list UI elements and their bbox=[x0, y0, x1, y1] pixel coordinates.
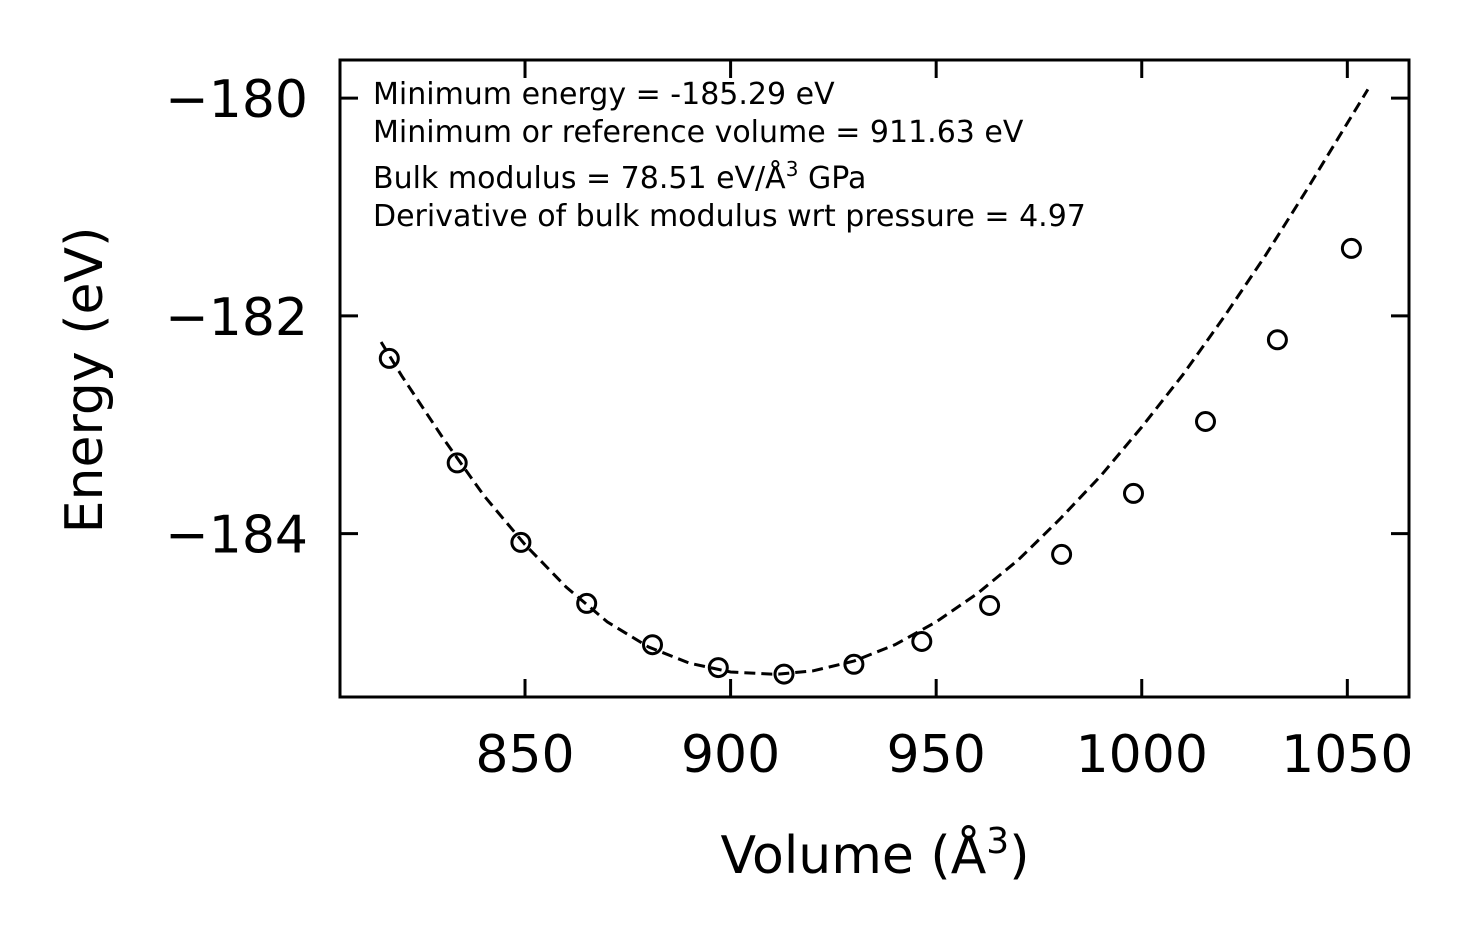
x-axis-label-superscript: 3 bbox=[986, 821, 1009, 862]
x-axis-label: Volume (Å3) bbox=[721, 821, 1030, 886]
x-tick-label: 1000 bbox=[1076, 725, 1208, 785]
data-point bbox=[773, 663, 795, 685]
annotation-min-volume: Minimum or reference volume = 911.63 eV bbox=[373, 115, 1024, 150]
y-tick-label: −184 bbox=[165, 506, 308, 566]
data-point bbox=[1266, 329, 1288, 351]
y-tick-label: −182 bbox=[165, 288, 308, 348]
data-point bbox=[911, 631, 933, 652]
data-point bbox=[1123, 482, 1144, 504]
data-point bbox=[1195, 411, 1216, 432]
annotation-derivative: Derivative of bulk modulus wrt pressure … bbox=[373, 199, 1086, 234]
y-tick-label: −180 bbox=[165, 70, 308, 130]
x-axis-label-end: ) bbox=[1009, 826, 1029, 886]
annotation-min-energy: Minimum energy = -185.29 eV bbox=[373, 77, 835, 112]
data-point bbox=[378, 347, 400, 369]
x-tick-label: 900 bbox=[681, 725, 780, 785]
data-point bbox=[979, 595, 1001, 616]
y-axis-label: Energy (eV) bbox=[55, 227, 115, 534]
fit-curve-layer bbox=[379, 88, 1370, 676]
bulk-modulus-unit: GPa bbox=[798, 161, 866, 196]
data-point bbox=[1340, 237, 1362, 259]
x-axis-label-text: Volume (Å bbox=[721, 824, 987, 886]
ticks-layer: 850 900 950 1000 1050 −180 −182 −184 bbox=[165, 60, 1413, 785]
x-tick-label: 1050 bbox=[1281, 725, 1413, 785]
plot-frame bbox=[338, 58, 1411, 699]
x-tick-label: 950 bbox=[887, 725, 986, 785]
data-point bbox=[707, 657, 729, 679]
bulk-modulus-text: Bulk modulus = 78.51 eV/Å bbox=[373, 160, 786, 196]
data-point bbox=[576, 592, 598, 614]
annotation-bulk-modulus: Bulk modulus = 78.51 eV/Å3 GPa bbox=[373, 157, 866, 196]
data-point bbox=[843, 653, 865, 675]
x-tick-label: 850 bbox=[475, 725, 574, 785]
data-point bbox=[446, 452, 468, 474]
data-point bbox=[510, 531, 532, 553]
bulk-modulus-superscript: 3 bbox=[786, 157, 799, 181]
data-point bbox=[1051, 543, 1073, 565]
data-points-layer bbox=[378, 237, 1362, 685]
fit-curve bbox=[379, 88, 1370, 676]
data-point bbox=[642, 634, 663, 656]
